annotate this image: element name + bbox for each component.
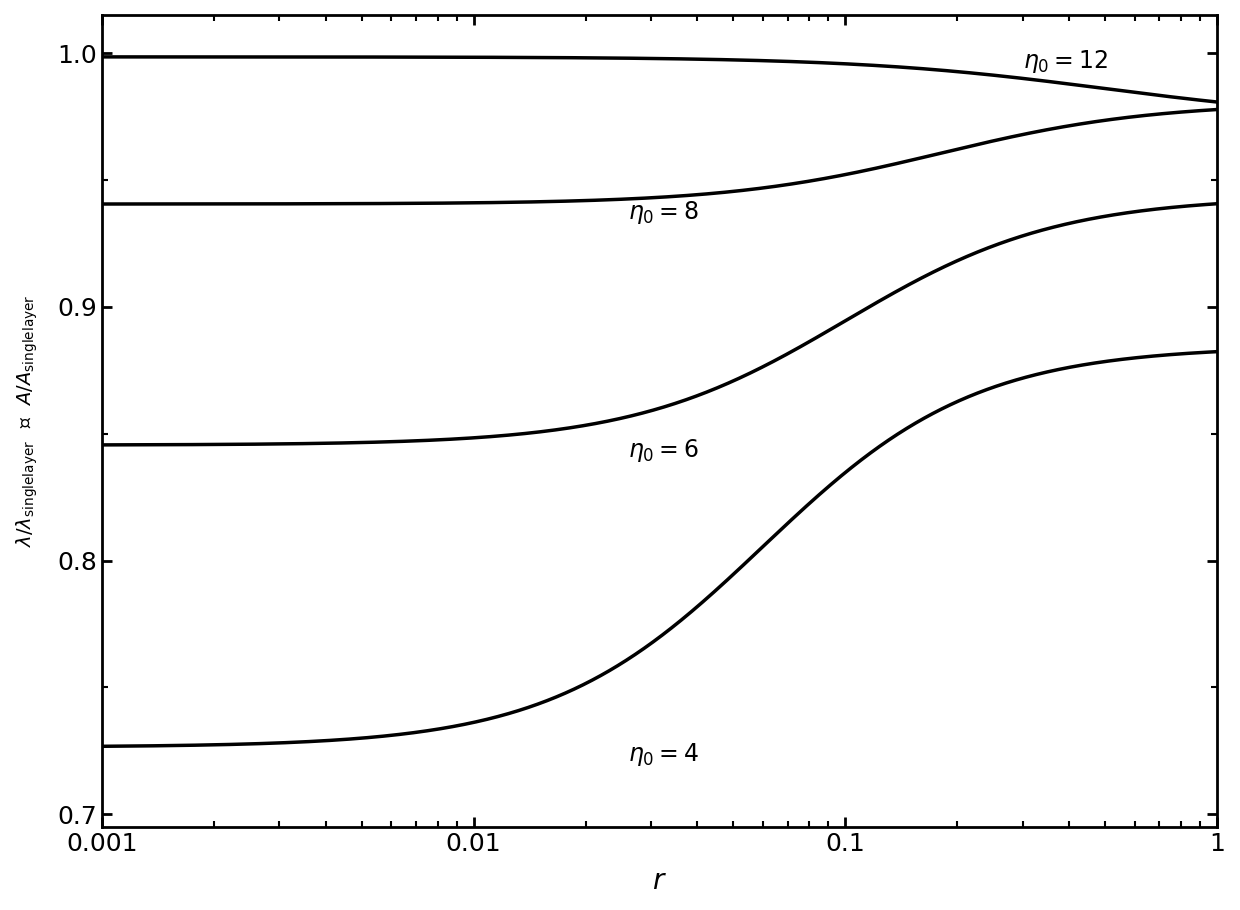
Text: $\eta_0=12$: $\eta_0=12$ xyxy=(1023,48,1107,76)
Text: $\eta_0=6$: $\eta_0=6$ xyxy=(627,437,698,464)
Text: $\eta_0=8$: $\eta_0=8$ xyxy=(627,199,698,227)
Y-axis label: $\lambda/\lambda_{\rm singlelayer}$  或  $A/A_{\rm singlelayer}$: $\lambda/\lambda_{\rm singlelayer}$ 或 $A… xyxy=(15,295,41,547)
X-axis label: $r$: $r$ xyxy=(652,867,667,895)
Text: $\eta_0=4$: $\eta_0=4$ xyxy=(627,742,698,768)
